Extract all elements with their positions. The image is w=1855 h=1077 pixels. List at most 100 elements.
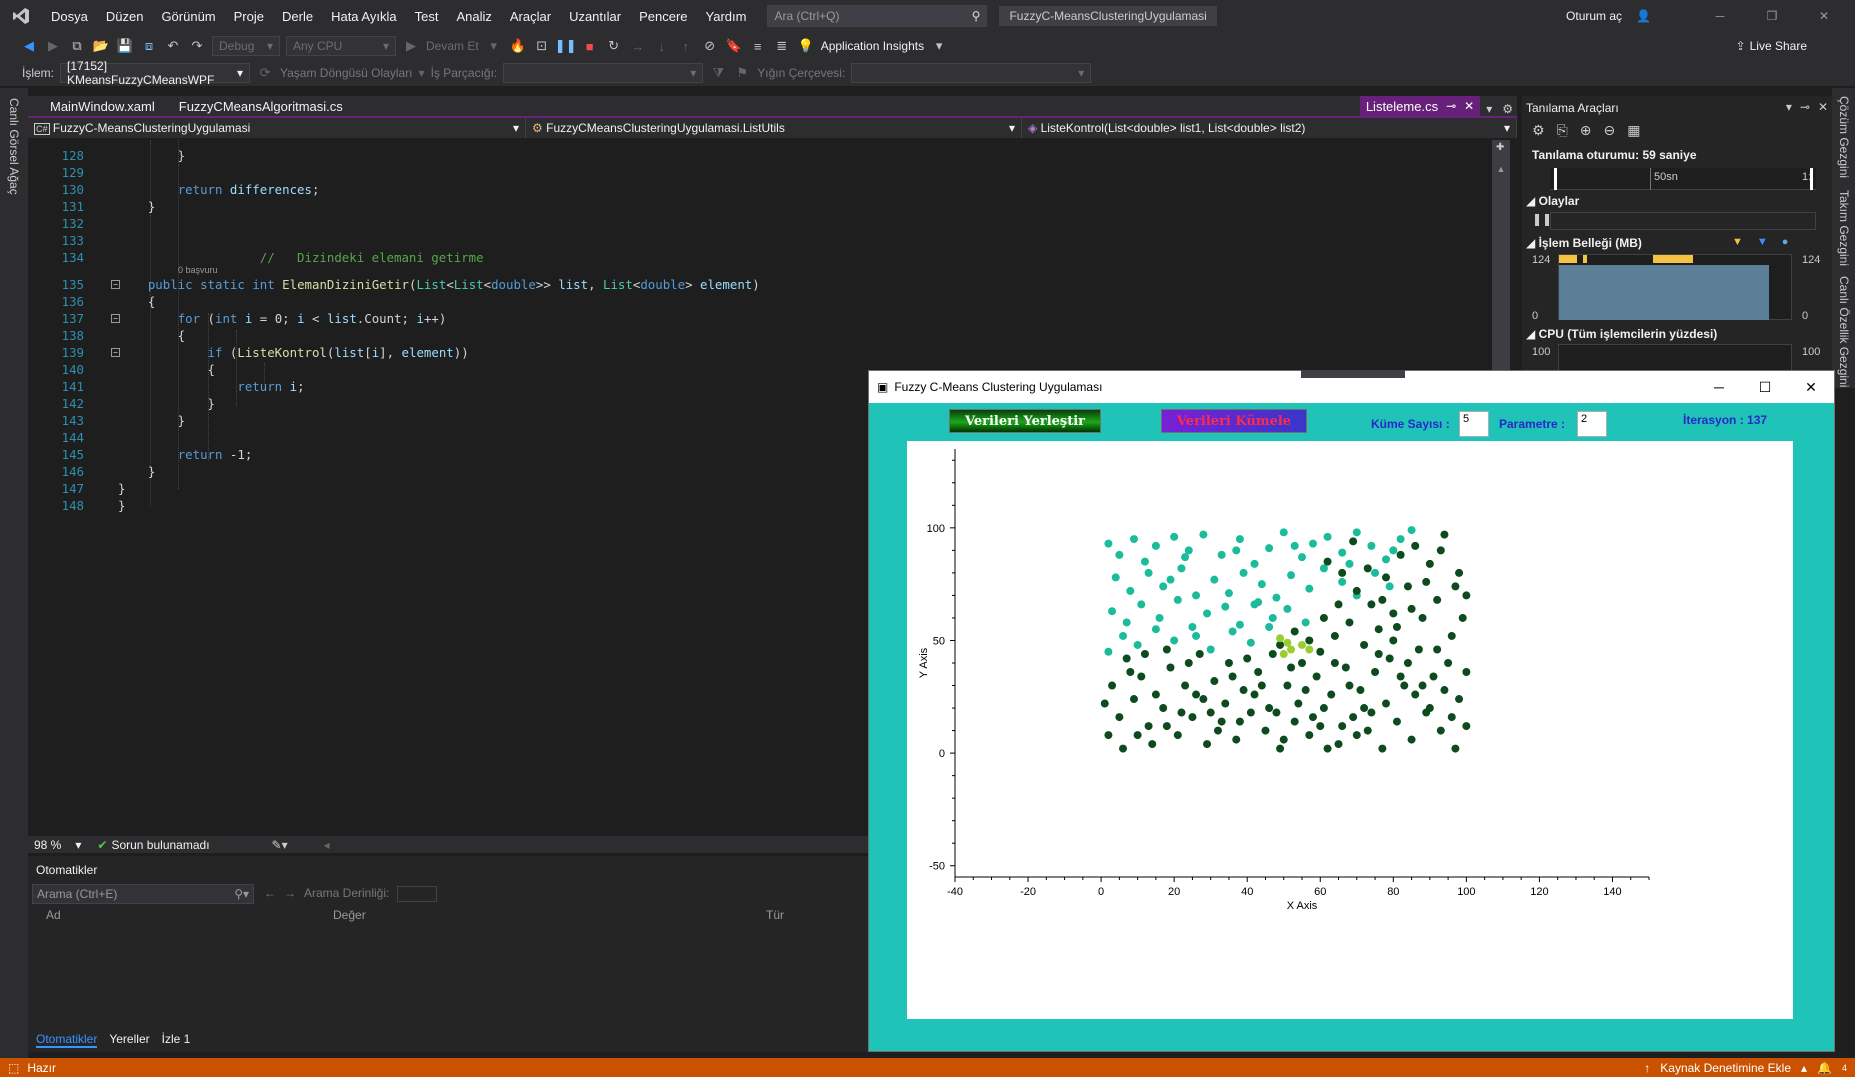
export-icon[interactable]: ⎘ bbox=[1556, 122, 1568, 138]
menu-item[interactable]: Dosya bbox=[51, 8, 88, 24]
solution-explorer-tab[interactable]: Çözüm Gezgini bbox=[1837, 96, 1851, 179]
signin-link[interactable]: Oturum aç bbox=[1566, 9, 1623, 23]
menu-item[interactable]: Araçlar bbox=[509, 8, 552, 24]
breakpoint-icon[interactable]: ⊘ bbox=[704, 38, 716, 53]
open-icon[interactable]: 📂 bbox=[92, 38, 110, 53]
tab-mainwindow-xaml[interactable]: MainWindow.xaml bbox=[50, 99, 155, 114]
close-icon[interactable]: ✕ bbox=[1818, 9, 1830, 23]
continue-icon[interactable]: ▶ bbox=[406, 38, 416, 53]
column-value[interactable]: Değer bbox=[333, 908, 366, 922]
hot-reload-icon[interactable]: 🔥 bbox=[509, 38, 526, 53]
reset-zoom-icon[interactable]: ▦ bbox=[1627, 122, 1641, 138]
issues-indicator[interactable]: ✔ Sorun bulunamadı bbox=[97, 838, 209, 852]
maximize-icon[interactable]: ☐ bbox=[1758, 378, 1772, 395]
timeline-end-handle[interactable] bbox=[1810, 168, 1813, 190]
source-control-button[interactable]: Kaynak Denetimine Ekle bbox=[1660, 1060, 1791, 1075]
lifecycle-events-button[interactable]: Yaşam Döngüsü Olayları bbox=[280, 66, 413, 80]
stackframe-dropdown[interactable]: ▾ bbox=[851, 63, 1092, 83]
chevron-down-icon[interactable]: ▾ bbox=[490, 38, 497, 53]
process-dropdown[interactable]: [17152] KMeansFuzzyCMeansWPF ▾ bbox=[60, 59, 251, 87]
depth-dropdown[interactable] bbox=[397, 886, 438, 902]
timeline-ruler[interactable]: 50sn 1: bbox=[1550, 168, 1816, 190]
screenshot-icon[interactable]: ⊡ bbox=[536, 38, 548, 53]
minimize-icon[interactable]: ─ bbox=[1715, 9, 1725, 23]
maximize-icon[interactable]: ❐ bbox=[1766, 9, 1778, 23]
tab-autos[interactable]: Otomatikler bbox=[36, 1032, 98, 1048]
place-data-button[interactable]: Verileri Yerleştir bbox=[949, 409, 1101, 433]
forward-icon[interactable]: ▶ bbox=[48, 38, 58, 53]
codelens-references[interactable]: 0 başvuru bbox=[178, 265, 218, 275]
menu-item[interactable]: Hata Ayıkla bbox=[331, 8, 397, 24]
close-icon[interactable]: ✕ bbox=[1817, 100, 1828, 114]
pause-events-icon[interactable]: ❚❚ bbox=[1532, 212, 1553, 226]
pin-icon[interactable]: ⊸ bbox=[1446, 99, 1457, 113]
collapse-icon[interactable]: − bbox=[111, 314, 120, 323]
live-visual-toolbar-handle[interactable] bbox=[1301, 370, 1405, 378]
platform-dropdown[interactable]: Any CPU ▾ bbox=[286, 36, 396, 56]
menu-item[interactable]: Analiz bbox=[456, 8, 492, 24]
class-selector[interactable]: ⚙ FuzzyCMeansClusteringUygulamasi.ListUt… bbox=[526, 118, 1022, 138]
cluster-count-input[interactable]: 5 bbox=[1459, 411, 1489, 437]
minimize-icon[interactable]: ─ bbox=[1714, 379, 1724, 395]
live-share-button[interactable]: ⇪ Live Share bbox=[1736, 39, 1855, 53]
autos-search-input[interactable]: Arama (Ctrl+E) ⚲▾ bbox=[32, 884, 254, 904]
events-section[interactable]: ◢ Olaylar bbox=[1526, 194, 1579, 208]
menu-item[interactable]: Uzantılar bbox=[569, 8, 622, 24]
tab-listeleme-cs[interactable]: Listeleme.cs ⊸ ✕ bbox=[1359, 96, 1481, 116]
menu-item[interactable]: Test bbox=[414, 8, 439, 24]
project-selector[interactable]: C# FuzzyC-MeansClusteringUygulamasi ▾ bbox=[28, 118, 526, 138]
cluster-data-button[interactable]: Verileri Kümele bbox=[1161, 409, 1307, 433]
save-icon[interactable]: 💾 bbox=[116, 38, 134, 53]
bookmark-icon[interactable]: 🔖 bbox=[725, 38, 742, 53]
memory-section[interactable]: ◢ İşlem Belleği (MB) bbox=[1526, 236, 1642, 250]
timeline-start-handle[interactable] bbox=[1554, 168, 1557, 190]
split-icon[interactable]: ✚ bbox=[1496, 142, 1505, 153]
app-insights-button[interactable]: Application Insights bbox=[820, 39, 925, 53]
pause-icon[interactable]: ❚❚ bbox=[554, 38, 577, 53]
tab-fuzzycmeans-cs[interactable]: FuzzyCMeansAlgoritmasi.cs bbox=[178, 99, 343, 114]
stop-icon[interactable]: ■ bbox=[585, 38, 594, 54]
menu-item[interactable]: Pencere bbox=[639, 8, 688, 24]
cpu-section[interactable]: ◢ CPU (Tüm işlemcilerin yüzdesi) bbox=[1526, 327, 1717, 341]
menu-item[interactable]: Görünüm bbox=[161, 8, 216, 24]
chevron-up-icon[interactable]: ▴ bbox=[1801, 1060, 1808, 1075]
flag-icon[interactable]: ⚑ bbox=[736, 65, 749, 80]
search-input[interactable]: Ara (Ctrl+Q) ⚲ bbox=[767, 5, 988, 27]
uncomment-icon[interactable]: ≣ bbox=[776, 38, 788, 53]
visual-studio-logo-icon[interactable] bbox=[0, 0, 42, 32]
back-icon[interactable]: ◀ bbox=[24, 38, 34, 53]
step-into-icon[interactable]: → bbox=[631, 38, 645, 54]
live-visual-tree-tab[interactable]: Canlı Görsel Ağaç bbox=[7, 98, 21, 195]
menu-item[interactable]: Düzen bbox=[105, 8, 144, 24]
chevron-down-icon[interactable]: ▾ bbox=[1486, 102, 1493, 116]
collapse-icon[interactable]: − bbox=[111, 280, 120, 289]
undo-icon[interactable]: ↶ bbox=[167, 38, 179, 53]
save-all-icon[interactable]: ⧈ bbox=[144, 38, 154, 53]
close-tab-icon[interactable]: ✕ bbox=[1464, 99, 1475, 113]
scroll-left-icon[interactable]: ◂ bbox=[323, 837, 330, 852]
settings-icon[interactable]: ⚙ bbox=[1532, 122, 1545, 138]
comment-icon[interactable]: ≡ bbox=[753, 38, 762, 54]
chevron-down-icon[interactable]: ▾ bbox=[418, 66, 425, 80]
parameter-input[interactable]: 2 bbox=[1577, 411, 1607, 437]
tab-locals[interactable]: Yereller bbox=[109, 1032, 150, 1046]
lifecycle-icon[interactable]: ⟳ bbox=[259, 65, 271, 80]
user-icon[interactable]: 👤 bbox=[1636, 9, 1651, 23]
config-dropdown[interactable]: Debug ▾ bbox=[212, 36, 280, 56]
live-property-explorer-tab[interactable]: Canlı Özellik Gezgini bbox=[1837, 276, 1851, 388]
chevron-down-icon[interactable]: ▾ bbox=[935, 38, 943, 53]
menu-item[interactable]: Proje bbox=[233, 8, 264, 24]
chevron-down-icon[interactable]: ▾ bbox=[1785, 100, 1792, 114]
scroll-up-icon[interactable]: ▲ bbox=[1496, 164, 1506, 174]
bulb-icon[interactable]: 💡 bbox=[797, 38, 814, 53]
step-out-icon[interactable]: ↑ bbox=[682, 38, 689, 54]
filter-icon[interactable]: ⧩ bbox=[712, 65, 725, 80]
tab-watch-1[interactable]: İzle 1 bbox=[161, 1032, 191, 1046]
pin-icon[interactable]: ⊸ bbox=[1799, 100, 1810, 114]
brush-icon[interactable]: ✎▾ bbox=[271, 837, 288, 852]
zoom-dropdown[interactable]: 98 % ▾ bbox=[34, 838, 81, 852]
member-selector[interactable]: ◈ ListeKontrol(List<double> list1, List<… bbox=[1022, 118, 1517, 138]
menu-item[interactable]: Yardım bbox=[705, 8, 747, 24]
forward-arrow-icon[interactable]: → bbox=[284, 886, 296, 900]
back-arrow-icon[interactable]: ← bbox=[264, 886, 276, 900]
